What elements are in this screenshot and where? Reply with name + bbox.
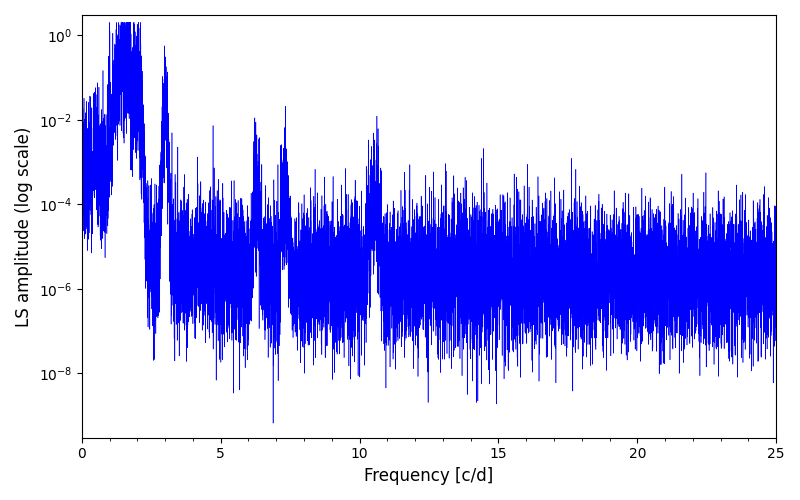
X-axis label: Frequency [c/d]: Frequency [c/d]: [364, 467, 494, 485]
Y-axis label: LS amplitude (log scale): LS amplitude (log scale): [15, 126, 33, 326]
